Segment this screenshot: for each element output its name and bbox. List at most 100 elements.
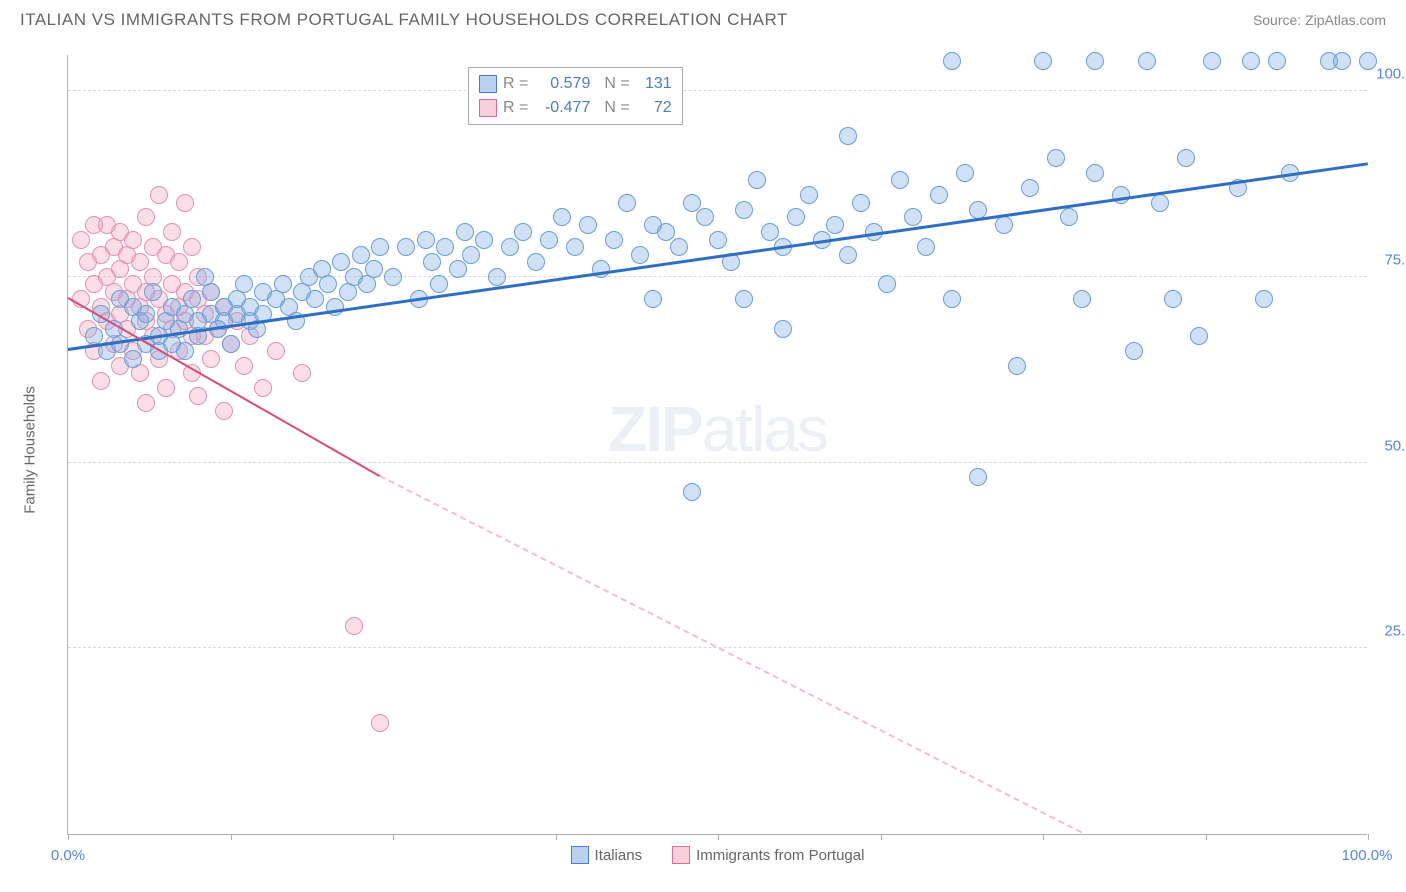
blue-marker <box>878 275 896 293</box>
n-value: 72 <box>636 96 672 120</box>
chart-title: ITALIAN VS IMMIGRANTS FROM PORTUGAL FAMI… <box>20 10 788 30</box>
legend-item: Immigrants from Portugal <box>672 846 864 864</box>
blue-marker <box>488 268 506 286</box>
pink-marker <box>131 253 149 271</box>
legend-series: Italians Immigrants from Portugal <box>571 846 865 864</box>
x-tick <box>718 834 719 840</box>
blue-marker <box>904 208 922 226</box>
legend-label: Italians <box>595 847 643 864</box>
pink-marker <box>371 714 389 732</box>
blue-marker <box>1151 194 1169 212</box>
source-label: Source: ZipAtlas.com <box>1253 12 1386 28</box>
blue-marker <box>696 208 714 226</box>
blue-marker <box>605 231 623 249</box>
blue-marker <box>423 253 441 271</box>
pink-marker <box>254 379 272 397</box>
plot-area: ZIPatlas R =0.579N =131R =-0.477N =72 It… <box>67 55 1367 835</box>
blue-marker <box>462 246 480 264</box>
x-tick <box>1206 834 1207 840</box>
y-tick-label: 25.0% <box>1384 623 1406 640</box>
pink-marker <box>163 223 181 241</box>
blue-marker <box>1255 290 1273 308</box>
blue-marker <box>631 246 649 264</box>
blue-marker <box>839 246 857 264</box>
pink-marker <box>345 617 363 635</box>
blue-marker <box>683 194 701 212</box>
legend-label: Immigrants from Portugal <box>696 847 864 864</box>
blue-marker <box>183 290 201 308</box>
blue-marker <box>202 283 220 301</box>
blue-marker <box>995 216 1013 234</box>
pink-marker <box>215 402 233 420</box>
y-tick-label: 75.0% <box>1384 251 1406 268</box>
blue-marker <box>644 290 662 308</box>
blue-marker <box>1242 52 1260 70</box>
blue-marker <box>761 223 779 241</box>
blue-marker <box>1021 179 1039 197</box>
blue-marker <box>1073 290 1091 308</box>
blue-marker <box>943 52 961 70</box>
pink-marker <box>124 231 142 249</box>
blue-marker <box>618 194 636 212</box>
blue-marker <box>1268 52 1286 70</box>
blue-marker <box>579 216 597 234</box>
legend-correlation-row: R =0.579N =131 <box>479 72 672 96</box>
pink-marker <box>189 387 207 405</box>
gridline-h <box>68 462 1367 463</box>
watermark-zip: ZIP <box>608 393 702 465</box>
blue-marker <box>930 186 948 204</box>
r-value: 0.579 <box>534 72 590 96</box>
blue-marker <box>969 468 987 486</box>
x-tick-label-0: 0.0% <box>51 847 85 864</box>
blue-marker <box>475 231 493 249</box>
pink-marker <box>170 253 188 271</box>
pink-marker <box>235 357 253 375</box>
blue-marker <box>1125 342 1143 360</box>
blue-marker <box>709 231 727 249</box>
n-value: 131 <box>636 72 672 96</box>
trend-line <box>68 162 1368 351</box>
blue-marker <box>1138 52 1156 70</box>
legend-swatch <box>571 846 589 864</box>
blue-marker <box>514 223 532 241</box>
pink-marker <box>202 350 220 368</box>
blue-marker <box>735 201 753 219</box>
x-tick <box>881 834 882 840</box>
x-tick <box>1043 834 1044 840</box>
blue-marker <box>1164 290 1182 308</box>
pink-marker <box>92 372 110 390</box>
pink-marker <box>183 238 201 256</box>
blue-marker <box>352 246 370 264</box>
chart-container: Family Households ZIPatlas R =0.579N =13… <box>55 45 1385 855</box>
r-value: -0.477 <box>534 96 590 120</box>
blue-marker <box>956 164 974 182</box>
blue-marker <box>527 253 545 271</box>
blue-marker <box>144 283 162 301</box>
blue-marker <box>176 342 194 360</box>
r-label: R = <box>503 96 528 120</box>
blue-marker <box>891 171 909 189</box>
blue-marker <box>1086 164 1104 182</box>
blue-marker <box>306 290 324 308</box>
blue-marker <box>566 238 584 256</box>
x-tick <box>393 834 394 840</box>
y-axis-label: Family Households <box>22 386 39 514</box>
pink-marker <box>267 342 285 360</box>
blue-marker <box>800 186 818 204</box>
pink-marker <box>157 379 175 397</box>
blue-marker <box>1047 149 1065 167</box>
blue-marker <box>417 231 435 249</box>
y-tick-label: 50.0% <box>1384 437 1406 454</box>
n-label: N = <box>604 96 629 120</box>
blue-marker <box>222 335 240 353</box>
x-tick <box>1368 834 1369 840</box>
blue-marker <box>137 305 155 323</box>
blue-marker <box>540 231 558 249</box>
blue-marker <box>371 238 389 256</box>
n-label: N = <box>604 72 629 96</box>
blue-marker <box>1034 52 1052 70</box>
legend-swatch <box>672 846 690 864</box>
legend-correlation: R =0.579N =131R =-0.477N =72 <box>468 67 683 125</box>
watermark: ZIPatlas <box>608 392 827 466</box>
blue-marker <box>553 208 571 226</box>
